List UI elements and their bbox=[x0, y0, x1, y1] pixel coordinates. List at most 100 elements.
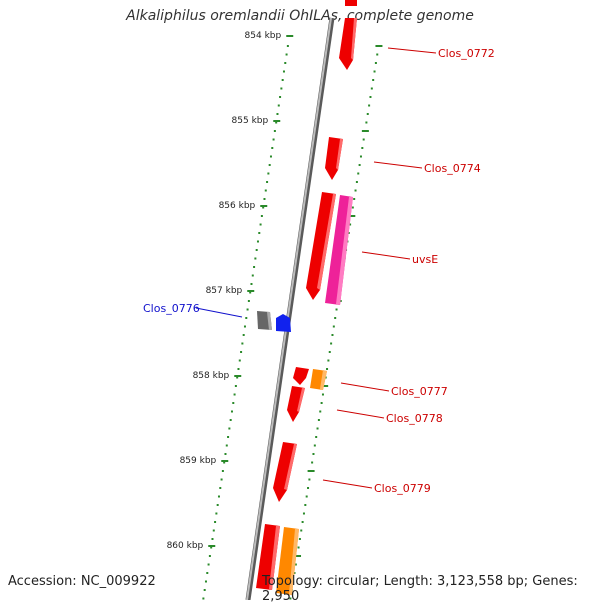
scale-dot bbox=[208, 555, 211, 557]
scale-dot bbox=[374, 62, 377, 64]
gene-clos-0776[interactable] bbox=[257, 311, 272, 330]
scale-dot bbox=[247, 300, 250, 302]
label-clos-0776[interactable]: Clos_0776 bbox=[143, 302, 200, 315]
scale-dot bbox=[251, 274, 254, 277]
scale-dot bbox=[297, 546, 300, 549]
scale-dot bbox=[214, 521, 217, 523]
scale-dot bbox=[358, 164, 361, 166]
scale-dot bbox=[260, 215, 263, 217]
scale-dot bbox=[263, 198, 266, 200]
scale-dot bbox=[369, 96, 372, 98]
scale-label: 857 kbp bbox=[206, 286, 243, 296]
scale-dot bbox=[317, 419, 320, 421]
scale-dot bbox=[236, 376, 239, 379]
scale-dot bbox=[302, 512, 305, 515]
scale-dot bbox=[361, 147, 364, 149]
scale-dot bbox=[362, 138, 365, 141]
scale-dot bbox=[230, 410, 233, 413]
scale-track bbox=[202, 45, 380, 600]
scale-dot bbox=[370, 87, 373, 90]
gene-top-small[interactable] bbox=[345, 0, 357, 6]
scale-dot bbox=[229, 419, 232, 421]
scale-dot bbox=[300, 529, 303, 532]
scale-dot bbox=[275, 121, 278, 124]
scale-label: 858 kbp bbox=[193, 371, 230, 381]
gene-clos-0779[interactable] bbox=[273, 442, 297, 502]
scale-dot bbox=[284, 62, 287, 64]
label-clos-0778[interactable]: Clos_0778 bbox=[386, 412, 443, 425]
label-clos-0774[interactable]: Clos_0774 bbox=[424, 162, 481, 175]
scale-dot bbox=[249, 291, 252, 294]
scale-dot bbox=[258, 232, 261, 234]
scale-dot bbox=[327, 359, 330, 362]
label-clos-0777[interactable]: Clos_0777 bbox=[391, 385, 448, 398]
scale-dot bbox=[232, 402, 235, 404]
gene-clos-0778[interactable] bbox=[287, 386, 305, 422]
scale-dot bbox=[273, 130, 276, 132]
scale-dot bbox=[253, 266, 256, 268]
scale-dot bbox=[279, 96, 282, 98]
genome-title: Alkaliphilus oremlandii OhILAs, complete… bbox=[126, 8, 474, 24]
scale-dot bbox=[349, 223, 352, 226]
scale-dot bbox=[305, 495, 308, 498]
scale-dot bbox=[259, 223, 262, 226]
scale-dot bbox=[266, 181, 269, 183]
dna-backbone bbox=[245, 17, 335, 600]
scale-dot bbox=[282, 70, 285, 73]
gene-uvse[interactable] bbox=[325, 195, 353, 305]
genes[interactable] bbox=[256, 0, 357, 595]
scale-dot bbox=[298, 538, 301, 540]
scale-dot bbox=[215, 512, 218, 515]
gene-clos-0774[interactable] bbox=[325, 137, 343, 180]
gene-orange-bottom[interactable] bbox=[276, 527, 299, 595]
scale-dot bbox=[224, 453, 227, 455]
scale-dot bbox=[311, 461, 314, 464]
label-clos-0772[interactable]: Clos_0772 bbox=[438, 47, 495, 60]
scale-dot bbox=[280, 87, 283, 90]
scale-dot bbox=[334, 317, 337, 319]
scale-dot bbox=[313, 444, 316, 447]
gene-blue[interactable] bbox=[276, 314, 291, 332]
scale-dot bbox=[357, 172, 360, 175]
gene-red-large[interactable] bbox=[306, 192, 336, 300]
scale-dot bbox=[347, 232, 350, 234]
scale-dot bbox=[227, 436, 230, 438]
scale-dot bbox=[324, 376, 327, 379]
gene-clos-0772[interactable] bbox=[339, 18, 357, 70]
gene-clos-0777[interactable] bbox=[310, 369, 327, 390]
scale-dot bbox=[241, 342, 244, 345]
gene-red-small[interactable] bbox=[293, 367, 309, 385]
scale-dot bbox=[202, 597, 205, 600]
scale-dot bbox=[368, 104, 371, 107]
scale-dot bbox=[255, 249, 258, 251]
scale-dot bbox=[204, 580, 207, 583]
scale-dot bbox=[281, 79, 284, 81]
scale-dot bbox=[301, 521, 304, 523]
scale-dot bbox=[372, 79, 375, 81]
scale-dot bbox=[354, 189, 357, 192]
scale-label: 855 kbp bbox=[232, 116, 269, 126]
scale-dot bbox=[286, 45, 289, 47]
scale-dot bbox=[307, 487, 310, 489]
scale-dot bbox=[237, 368, 240, 370]
label-uvse[interactable]: uvsE bbox=[412, 253, 438, 266]
scale-dot bbox=[223, 461, 226, 464]
scale-dot bbox=[243, 325, 246, 328]
scale-dot bbox=[216, 504, 219, 506]
scale-dot bbox=[353, 198, 356, 200]
scale-dot bbox=[277, 104, 280, 107]
scale-dot bbox=[320, 402, 323, 404]
scale-dot bbox=[256, 240, 259, 243]
scale-ticks: 854 kbp 855 kbp 856 kbp 857 kbp 858 kbp 859 k… bbox=[167, 31, 383, 557]
scale-dot bbox=[268, 164, 271, 166]
scale-dot bbox=[262, 206, 265, 209]
label-clos-0779[interactable]: Clos_0779 bbox=[374, 482, 431, 495]
scale-dot bbox=[219, 487, 222, 489]
scale-dot bbox=[240, 351, 243, 353]
gene-red-bottom[interactable] bbox=[256, 524, 280, 590]
scale-dot bbox=[351, 206, 354, 209]
scale-dot bbox=[238, 359, 241, 362]
scale-dot bbox=[328, 351, 331, 353]
scale-dot bbox=[242, 334, 245, 336]
